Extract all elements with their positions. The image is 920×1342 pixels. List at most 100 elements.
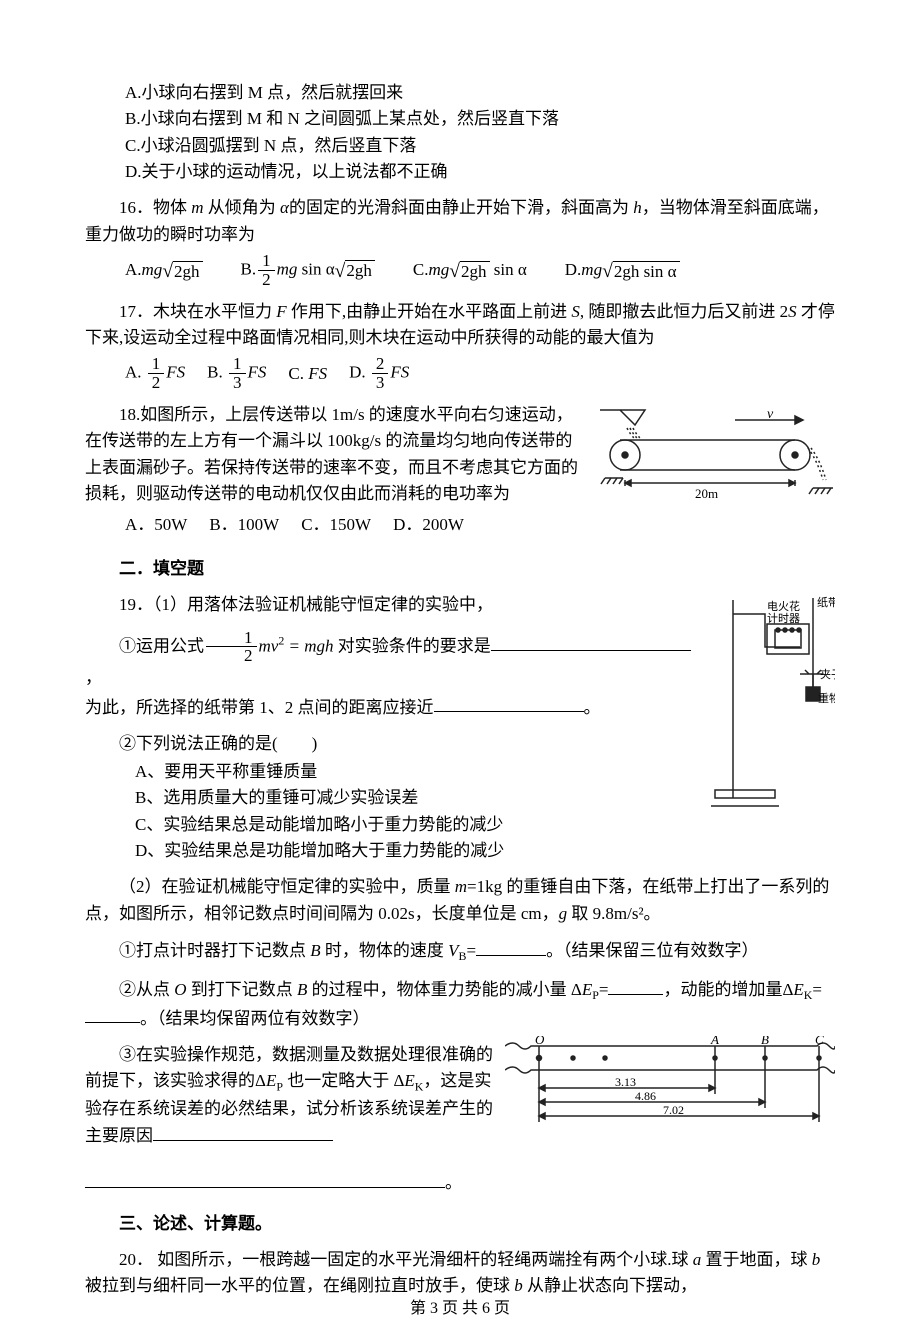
q17-opt-d: D. 23FS bbox=[349, 355, 409, 392]
q16-opt-c-sin: sin α bbox=[494, 260, 527, 279]
q19-EP: E bbox=[582, 980, 592, 999]
q16-stem-c: 的固定的光滑斜面由静止开始下滑，斜面高为 bbox=[289, 198, 633, 217]
q17-stem-b: 作用下,由静止开始在水平路面上前进 bbox=[287, 302, 572, 321]
tape-O: O bbox=[535, 1036, 545, 1047]
footer-c: 页 bbox=[490, 1300, 510, 1317]
q19-fig1-mass-label: 重物 bbox=[818, 691, 835, 705]
q19-p2l2-O: O bbox=[174, 980, 186, 999]
q20-stem-b: 置于地面，球 bbox=[701, 1250, 812, 1269]
q16-opt-a-pre: A. bbox=[125, 260, 142, 279]
q16-opt-d-arg: 2gh sin α bbox=[613, 261, 680, 282]
q20-stem-c: 被拉到与细杆同一水平的位置，在绳刚拉直时放手，使球 bbox=[85, 1276, 514, 1295]
frac-num: 2 bbox=[372, 355, 389, 373]
q19-mv-exp: 2 bbox=[278, 633, 284, 647]
footer-b: 页 共 bbox=[438, 1300, 482, 1317]
frac-num: 1 bbox=[206, 629, 257, 647]
q19-fig1-timer-label: 电火花 bbox=[767, 600, 800, 613]
q20-stem-d: 从静止状态向下摆动， bbox=[523, 1276, 697, 1295]
blank-input[interactable] bbox=[153, 1122, 333, 1141]
q19-p2l2-c: 的过程中，物体重力势能的减小量 Δ bbox=[307, 980, 581, 999]
q19-m: m bbox=[455, 877, 467, 896]
q19-p2l2-B: B bbox=[297, 980, 307, 999]
q19-line2-b: 。 bbox=[584, 697, 601, 716]
q19-fig1-tape-label: 纸带 bbox=[817, 596, 835, 609]
q19-line2-a: 为此，所选择的纸带第 1、2 点间的距离应接近 bbox=[85, 697, 434, 716]
q19-part2-a: （2）在验证机械能守恒定律的实验中，质量 bbox=[119, 877, 455, 896]
q16-options: A.mg√2gh B.12mg sin α√2gh C.mg√2gh sin α… bbox=[85, 252, 835, 289]
q19-EK: E bbox=[793, 980, 803, 999]
q16-opt-b-pre: B. bbox=[241, 259, 257, 278]
blank-input[interactable] bbox=[85, 1005, 140, 1024]
tape-B: B bbox=[761, 1036, 769, 1047]
fraction: 12 bbox=[258, 252, 275, 289]
q16-m: m bbox=[191, 198, 203, 217]
q17-stem-c: , 随即撤去此恒力后又前进 2 bbox=[580, 302, 788, 321]
blank-input[interactable] bbox=[434, 694, 584, 713]
q16-opt-d-mg: mg bbox=[581, 260, 602, 279]
q19-p2l2-b: 到打下记数点 bbox=[187, 980, 298, 999]
q17-F: F bbox=[276, 302, 286, 321]
q17-opt-b: B. 13FS bbox=[207, 355, 266, 392]
q15-option-b: B.小球向右摆到 M 和 N 之间圆弧上某点处，然后竖直下落 bbox=[85, 106, 835, 132]
q19-figure-2: O A B C 3.13 4.86 7.02 bbox=[505, 1036, 835, 1140]
q19-p2l3-EK: E bbox=[404, 1071, 414, 1090]
frac-den: 2 bbox=[258, 270, 275, 289]
q17-opt-b-fs: FS bbox=[248, 363, 267, 382]
q16-h: h bbox=[633, 198, 642, 217]
q16-opt-a-mg: mg bbox=[142, 260, 163, 279]
q18-opt-d: D．200W bbox=[393, 512, 464, 538]
q19-p2l4-end: 。 bbox=[445, 1173, 462, 1192]
q17-opt-c: C. FS bbox=[288, 361, 327, 387]
q19-g: g bbox=[559, 904, 568, 923]
q19-p2l3-b: 也一定略大于 Δ bbox=[283, 1071, 404, 1090]
q19-p2l1-B: B bbox=[310, 941, 320, 960]
sqrt-icon: √2gh bbox=[162, 261, 202, 282]
q19-fig1-clip-label: 夹子 bbox=[820, 668, 835, 681]
q17-opt-a-fs: FS bbox=[166, 363, 185, 382]
q19-mv: mv bbox=[259, 636, 279, 655]
footer-total: 6 bbox=[482, 1300, 490, 1317]
q19-EP-sub: P bbox=[592, 988, 599, 1002]
q20-b: b bbox=[812, 1250, 821, 1269]
blank-input[interactable] bbox=[476, 937, 546, 956]
q17-stem: 17．木块在水平恒力 F 作用下,由静止开始在水平路面上前进 S, 随即撤去此恒… bbox=[85, 299, 835, 352]
blank-input[interactable] bbox=[491, 632, 691, 651]
q19-p2l3-EP: E bbox=[266, 1071, 276, 1090]
q19-p2l2: ②从点 O 到打下记数点 B 的过程中，物体重力势能的减小量 ΔEP=，动能的增… bbox=[85, 976, 835, 1032]
q19-p2l4: 。 bbox=[85, 1169, 835, 1196]
q17-opt-d-fs: FS bbox=[390, 363, 409, 382]
q19-VB: V bbox=[448, 941, 458, 960]
q16-opt-b: B.12mg sin α√2gh bbox=[241, 252, 375, 289]
q19-opt-d: D、实验结果总是功能增加略大于重力势能的减少 bbox=[135, 838, 835, 864]
q17-opt-b-pre: B. bbox=[207, 363, 223, 382]
tape-diagram-icon: O A B C 3.13 4.86 7.02 bbox=[505, 1036, 835, 1132]
q16-opt-a-arg: 2gh bbox=[173, 261, 203, 282]
blank-input[interactable] bbox=[85, 1169, 445, 1188]
q19-part2: （2）在验证机械能守恒定律的实验中，质量 m=1kg 的重锤自由下落，在纸带上打… bbox=[85, 874, 835, 927]
q19-p2l1-d: 。（结果保留三位有效数字） bbox=[546, 941, 759, 960]
q18-opt-b: B．100W bbox=[209, 512, 279, 538]
q19-p2l2-d: = bbox=[599, 980, 609, 999]
q16-opt-b-mg: mg bbox=[277, 259, 298, 278]
q19-p2l2-g: 。（结果均保留两位有效数字） bbox=[140, 1008, 370, 1027]
q18-opt-a: A．50W bbox=[125, 512, 187, 538]
q15-option-d: D.关于小球的运动情况，以上说法都不正确 bbox=[85, 159, 835, 185]
q19-p2l1-c: = bbox=[466, 941, 476, 960]
section-3-title: 三、论述、计算题。 bbox=[85, 1211, 835, 1237]
q16-opt-c-arg: 2gh bbox=[460, 261, 490, 282]
q19-p2l2-f: = bbox=[812, 980, 822, 999]
fraction: 13 bbox=[229, 355, 246, 392]
footer-page: 3 bbox=[430, 1300, 438, 1317]
q20-stem: 20． 如图所示，一根跨越一固定的水平光滑细杆的轻绳两端拴有两个小球.球 a 置… bbox=[85, 1247, 835, 1300]
blank-input[interactable] bbox=[608, 976, 663, 995]
q19-figure-1: 电火花 计时器 纸带 夹子 重物 bbox=[705, 592, 835, 820]
q19-fig1-timer-label2: 计时器 bbox=[767, 612, 800, 625]
sqrt-icon: √2gh bbox=[449, 261, 489, 282]
q18-figure: v 20m bbox=[595, 400, 835, 518]
frac-den: 3 bbox=[229, 373, 246, 392]
frac-num: 1 bbox=[258, 252, 275, 270]
q20-b2: b bbox=[514, 1276, 523, 1295]
conveyor-diagram-icon: v 20m bbox=[595, 400, 835, 510]
frac-den: 3 bbox=[372, 373, 389, 392]
frac-den: 2 bbox=[148, 373, 165, 392]
